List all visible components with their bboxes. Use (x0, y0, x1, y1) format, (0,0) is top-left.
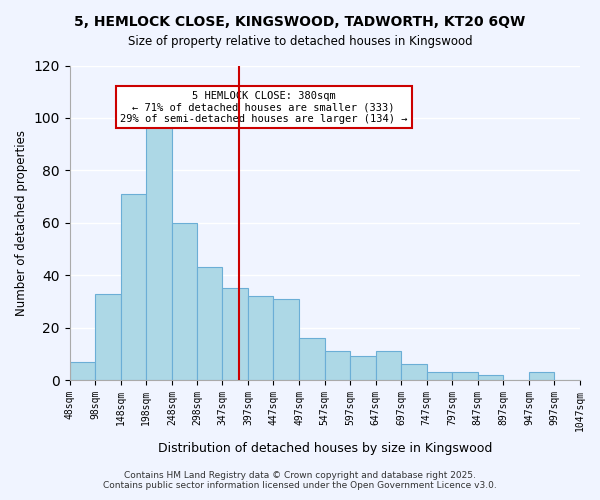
Bar (350, 356, 376, 380)
Bar (299, 338, 325, 380)
Bar (95, 294, 121, 380)
Bar (197, 268, 223, 380)
Bar (121, 194, 146, 380)
Bar (146, 126, 172, 380)
Bar (223, 288, 248, 380)
Bar (70, 362, 95, 380)
Text: Size of property relative to detached houses in Kingswood: Size of property relative to detached ho… (128, 35, 472, 48)
Bar (172, 223, 197, 380)
Text: 5 HEMLOCK CLOSE: 380sqm
← 71% of detached houses are smaller (333)
29% of semi-d: 5 HEMLOCK CLOSE: 380sqm ← 71% of detache… (120, 90, 407, 124)
Bar (274, 299, 299, 380)
Text: 5, HEMLOCK CLOSE, KINGSWOOD, TADWORTH, KT20 6QW: 5, HEMLOCK CLOSE, KINGSWOOD, TADWORTH, K… (74, 15, 526, 29)
Bar (376, 351, 401, 380)
Bar (248, 296, 274, 380)
Bar (478, 375, 503, 380)
Text: Contains HM Land Registry data © Crown copyright and database right 2025.
Contai: Contains HM Land Registry data © Crown c… (103, 470, 497, 490)
Bar (427, 372, 452, 380)
Bar (529, 372, 554, 380)
X-axis label: Distribution of detached houses by size in Kingswood: Distribution of detached houses by size … (158, 442, 492, 455)
Bar (325, 351, 350, 380)
Bar (401, 364, 427, 380)
Bar (452, 372, 478, 380)
Y-axis label: Number of detached properties: Number of detached properties (15, 130, 28, 316)
